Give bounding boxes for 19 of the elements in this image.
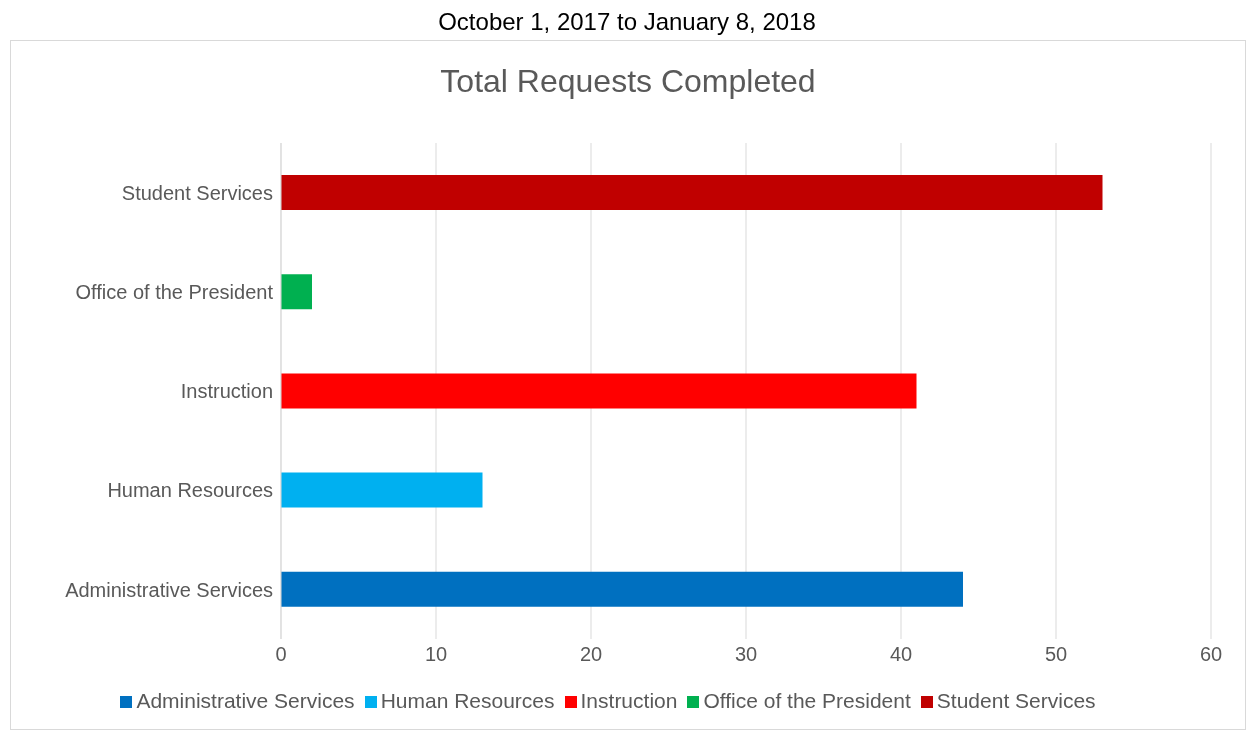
- y-tick-label: Human Resources: [107, 479, 273, 502]
- legend-label: Instruction: [580, 689, 678, 712]
- x-tick-label: 0: [275, 643, 287, 666]
- y-tick-label: Instruction: [180, 380, 273, 403]
- x-tick-label: 30: [734, 643, 758, 666]
- x-tick-label: 40: [889, 643, 913, 666]
- legend-label: Human Resources: [380, 689, 555, 712]
- x-tick-label: 20: [579, 643, 603, 666]
- x-tick-label: 50: [1044, 643, 1068, 666]
- x-tick-label: 10: [424, 643, 448, 666]
- legend-label: Administrative Services: [136, 689, 355, 712]
- legend-label: Student Services: [936, 689, 1096, 712]
- y-tick-label: Administrative Services: [65, 578, 273, 601]
- x-tick-label: 60: [1199, 643, 1223, 666]
- chart-title: Total Requests Completed: [439, 62, 817, 101]
- y-tick-label: Student Services: [121, 181, 273, 204]
- y-tick-label: Office of the President: [75, 280, 274, 303]
- legend-label: Office of the President: [703, 689, 911, 712]
- chart-subtitle: October 1, 2017 to January 8, 2018: [437, 8, 817, 37]
